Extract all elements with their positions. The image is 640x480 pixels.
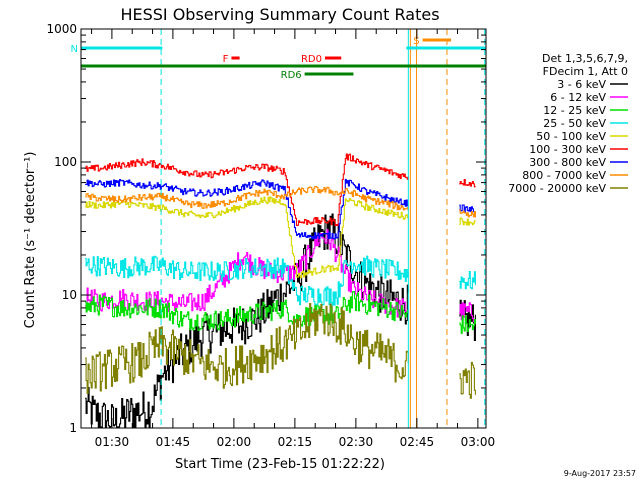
series-line-800-to-7000keV: [85, 185, 476, 218]
series-line-25-to-50keV: [85, 255, 476, 306]
legend-entry-label: 7000 - 20000 keV: [508, 182, 606, 195]
legend-entry-label: 25 - 50 keV: [543, 117, 606, 130]
legend-entry-label: 800 - 7000 keV: [522, 169, 606, 182]
x-axis-label: Start Time (23-Feb-15 01:22:22): [175, 457, 385, 472]
y-tick-label: 100: [54, 155, 77, 169]
legend-entry-label: 12 - 25 keV: [543, 104, 606, 117]
legend-entry-label: 300 - 800 keV: [529, 156, 606, 169]
series-line-300-to-800keV: [85, 178, 476, 240]
plot-frame: [80, 28, 487, 429]
flag-label-f: F: [223, 54, 229, 65]
legend-header-line: Det 1,3,5,6,7,9,: [542, 52, 628, 65]
series-line-6-to-12keV: [85, 229, 476, 323]
x-tick-label: 02:00: [217, 435, 252, 449]
legend-header-line: FDecim 1, Att 0: [543, 65, 628, 78]
legend: Det 1,3,5,6,7,9,FDecim 1, Att 03 - 6 keV…: [508, 52, 628, 195]
x-tick-label: 02:30: [339, 435, 374, 449]
y-axis-label: Count Rate (s⁻¹ detector⁻¹): [23, 152, 38, 329]
x-tick-label: 01:45: [156, 435, 191, 449]
x-tick-label: 02:15: [278, 435, 313, 449]
y-tick-label: 1000: [46, 22, 77, 36]
footer-timestamp: 9-Aug-2017 23:57: [564, 469, 636, 478]
y-tick-label: 10: [62, 288, 77, 302]
series-line-100-to-300keV: [85, 153, 476, 227]
flag-label-rd0: RD0: [301, 54, 322, 65]
series-line-50-to-100keV: [85, 196, 476, 279]
flag-label-s: S: [413, 36, 419, 47]
x-tick-label: 02:45: [400, 435, 435, 449]
series-line-7000-to-20000keV: [85, 302, 476, 399]
legend-entry-label: 3 - 6 keV: [557, 78, 606, 91]
x-tick-label: 01:30: [95, 435, 130, 449]
y-tick-label: 1: [69, 421, 77, 435]
legend-entry-label: 50 - 100 keV: [536, 130, 606, 143]
flag-label-rd6: RD6: [281, 70, 302, 81]
flag-label-n: N: [71, 44, 78, 55]
x-tick-label: 03:00: [461, 435, 496, 449]
legend-entry-label: 100 - 300 keV: [529, 143, 606, 156]
series-line-12-to-25keV: [85, 291, 476, 334]
chart-title: HESSI Observing Summary Count Rates: [120, 5, 439, 24]
legend-entry-label: 6 - 12 keV: [550, 91, 606, 104]
